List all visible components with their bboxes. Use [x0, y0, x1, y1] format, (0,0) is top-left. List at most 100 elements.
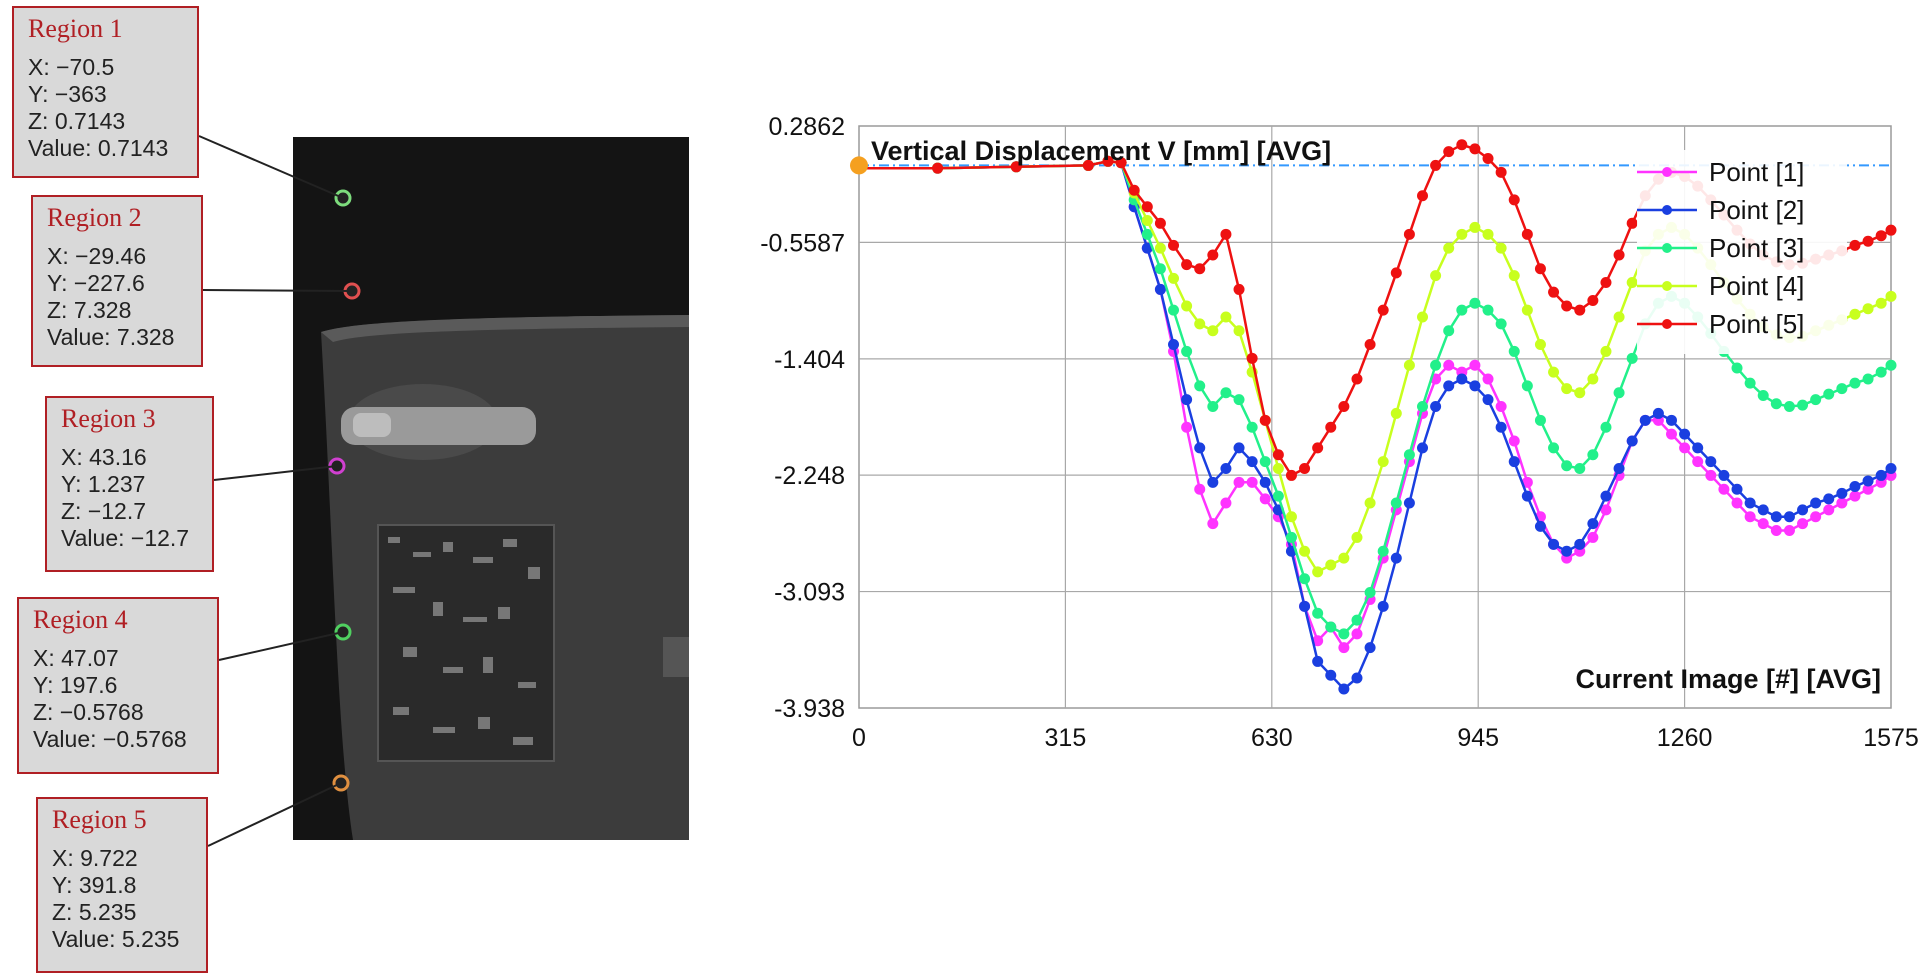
series-3-point	[1587, 449, 1599, 461]
series-2-point	[1364, 642, 1376, 654]
series-2-point	[1417, 442, 1429, 454]
series-3-point	[1600, 421, 1612, 433]
series-3-point	[1233, 394, 1245, 406]
series-2-point	[1810, 497, 1822, 509]
series-5-point	[1154, 217, 1166, 229]
region-5-x: X: 9.722	[52, 845, 138, 871]
series-5-point	[1272, 449, 1284, 461]
series-2-point	[1181, 394, 1193, 406]
series-5-point	[1285, 469, 1297, 481]
series-3-point	[1508, 345, 1520, 357]
series-4-point	[1233, 325, 1245, 337]
series-4-point	[1495, 242, 1507, 254]
series-5-point	[1168, 239, 1180, 251]
series-3-point	[1285, 531, 1297, 543]
series-2-point	[1534, 520, 1546, 532]
series-5-point	[1849, 239, 1861, 251]
series-5-point	[1390, 267, 1402, 279]
series-5-point	[1534, 263, 1546, 275]
series-4-point	[1285, 511, 1297, 523]
region-2-box: Region 2 X: −29.46 Y: −227.6 Z: 7.328 Va…	[31, 195, 203, 367]
series-1-point	[1194, 483, 1206, 495]
door-photo	[293, 137, 689, 840]
series-3-point	[1626, 352, 1638, 364]
series-1-point	[1482, 373, 1494, 385]
y-tick-label: -3.938	[774, 695, 845, 723]
series-5-point	[1115, 157, 1127, 169]
y-tick-label: -0.5587	[760, 229, 845, 257]
region-3-z: Z: −12.7	[61, 498, 147, 524]
series-4-point	[1885, 290, 1897, 302]
series-1-point	[1600, 504, 1612, 516]
camera-image	[293, 137, 689, 840]
chart-title: Vertical Displacement V [mm] [AVG]	[871, 136, 1331, 166]
series-5-point	[1862, 235, 1874, 247]
series-3-point	[1390, 497, 1402, 509]
series-1-point	[1220, 497, 1232, 509]
series-3-point	[1810, 394, 1822, 406]
series-3-point	[1430, 359, 1442, 371]
series-1-point	[1823, 504, 1835, 516]
series-3-point	[1456, 304, 1468, 316]
series-4-point	[1417, 311, 1429, 323]
x-tick-label: 945	[1457, 724, 1499, 752]
series-2-point	[1220, 463, 1232, 475]
legend-label: Point [3]	[1709, 233, 1804, 263]
series-5-point	[1299, 463, 1311, 475]
series-4-point	[1482, 228, 1494, 240]
series-1-point	[1744, 511, 1756, 523]
series-3-point	[1548, 442, 1560, 454]
series-4-point	[1600, 345, 1612, 357]
series-2-point	[1600, 490, 1612, 502]
x-tick-label: 1575	[1863, 724, 1919, 752]
series-4-point	[1534, 339, 1546, 351]
series-1-point	[1587, 531, 1599, 543]
x-axis-ticks: 0 315 630 945 1260 1575	[852, 724, 1919, 752]
series-2-point	[1783, 511, 1795, 523]
series-3-point	[1534, 414, 1546, 426]
series-2-point	[1312, 655, 1324, 667]
series-3-point	[1885, 359, 1897, 371]
series-4-point	[1430, 270, 1442, 282]
legend-label: Point [5]	[1709, 309, 1804, 339]
series-4-point	[1508, 270, 1520, 282]
series-3-point	[1757, 390, 1769, 402]
legend-label: Point [2]	[1709, 195, 1804, 225]
x-axis-title: Current Image [#] [AVG]	[1575, 664, 1881, 694]
series-5-point	[1469, 143, 1481, 155]
series-1-point	[1181, 421, 1193, 433]
series-4-point	[1299, 545, 1311, 557]
series-4-point	[1325, 559, 1337, 571]
series-2-point	[1377, 600, 1389, 612]
series-5-point	[1338, 401, 1350, 413]
series-3-point	[1377, 545, 1389, 557]
region-1-title: Region 1	[28, 14, 123, 43]
series-3-point	[1731, 362, 1743, 374]
series-2-point	[1639, 414, 1651, 426]
series-2-point	[1495, 421, 1507, 433]
series-4-point	[1312, 566, 1324, 578]
series-5-point	[1626, 217, 1638, 229]
region-4-x: X: 47.07	[33, 645, 119, 671]
series-3-point	[1862, 373, 1874, 385]
series-4-point	[1849, 308, 1861, 320]
x-tick-label: 630	[1251, 724, 1293, 752]
series-4-point	[1548, 366, 1560, 378]
series-1-point	[1836, 497, 1848, 509]
region-2-title: Region 2	[47, 203, 142, 232]
series-4-point	[1587, 373, 1599, 385]
series-4-point	[1351, 531, 1363, 543]
series-3-point	[1141, 228, 1153, 240]
y-tick-label: 0.2862	[769, 113, 845, 141]
series-5-point	[1325, 421, 1337, 433]
series-2-point	[1679, 428, 1691, 440]
x-tick-label: 315	[1045, 724, 1087, 752]
series-5-point	[932, 162, 944, 174]
series-2-point	[1548, 538, 1560, 550]
series-5-point	[1613, 249, 1625, 261]
series-5-point	[1443, 146, 1455, 158]
series-2-point	[1403, 497, 1415, 509]
region-3-y: Y: 1.237	[61, 471, 146, 497]
series-5-point	[1548, 286, 1560, 298]
